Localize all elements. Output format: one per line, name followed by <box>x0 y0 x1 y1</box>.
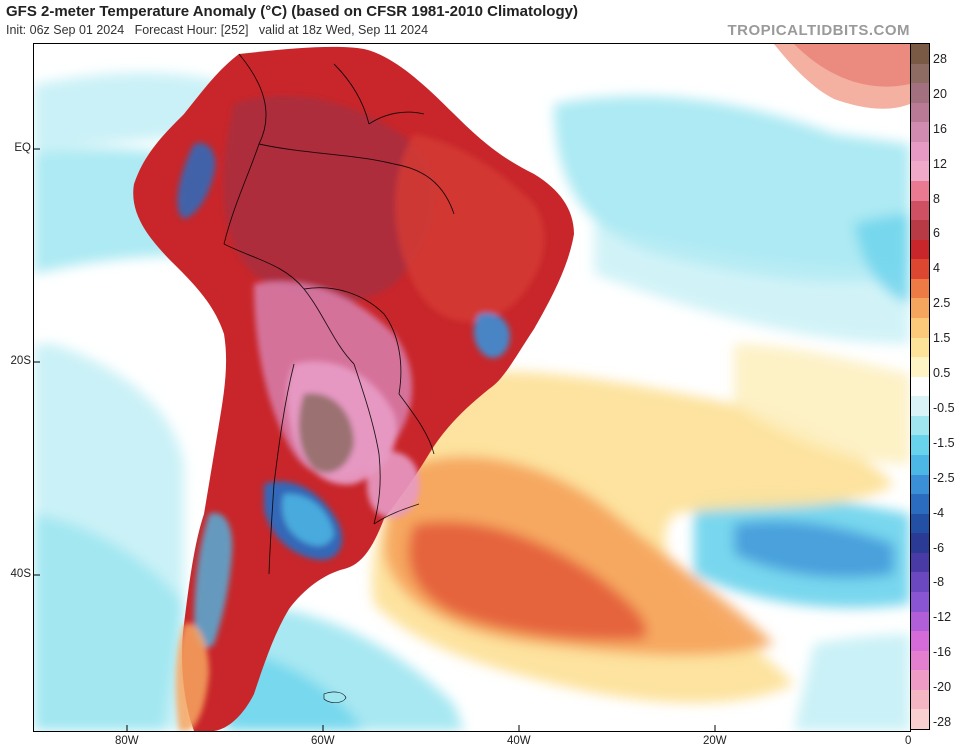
falkland-islands <box>323 691 347 703</box>
colorbar-label: -6 <box>933 540 945 555</box>
colorbar-segment <box>911 494 929 515</box>
colorbar-segment <box>911 337 929 358</box>
colorbar-segment <box>911 220 929 241</box>
colorbar-label: 8 <box>933 191 940 206</box>
colorbar-segment <box>911 259 929 280</box>
colorbar-segment <box>911 513 929 534</box>
colorbar-label: -2.5 <box>933 470 955 485</box>
south-america-landmass <box>133 46 574 731</box>
colorbar-label: -1.5 <box>933 435 955 450</box>
colorbar-segment <box>911 83 929 104</box>
colorbar-segment <box>911 396 929 417</box>
ocean-anomaly-field <box>34 72 910 731</box>
colorbar-segment <box>911 181 929 202</box>
colorbar-label: 4 <box>933 261 940 276</box>
colorbar-segment <box>911 44 929 65</box>
map-title: GFS 2-meter Temperature Anomaly (°C) (ba… <box>6 3 578 20</box>
lat-label-eq: EQ <box>14 142 31 154</box>
colorbar-label: 6 <box>933 226 940 241</box>
colorbar-segment <box>911 122 929 143</box>
colorbar-segment <box>911 376 929 397</box>
lon-label-60w: 60W <box>311 735 335 747</box>
colorbar-segment <box>911 650 929 671</box>
colorbar-segment <box>911 572 929 593</box>
colorbar-label: -20 <box>933 680 952 695</box>
lon-label-0: 0 <box>905 735 912 747</box>
colorbar-label: -0.5 <box>933 400 955 415</box>
colorbar-segment <box>911 63 929 84</box>
lat-label-40s: 40S <box>10 568 31 580</box>
colorbar-label: -16 <box>933 645 952 660</box>
colorbar-segment <box>911 552 929 573</box>
colorbar-segment <box>911 670 929 691</box>
colorbar-label: 16 <box>933 121 947 136</box>
brand-watermark[interactable]: TROPICALTIDBITS.COM <box>727 22 910 39</box>
lon-label-40w: 40W <box>507 735 531 747</box>
colorbar-label: 1.5 <box>933 331 951 346</box>
colorbar <box>910 43 930 730</box>
lon-label-20w: 20W <box>703 735 727 747</box>
colorbar-segment <box>911 161 929 182</box>
colorbar-segment <box>911 141 929 162</box>
lon-label-80w: 80W <box>115 735 139 747</box>
colorbar-label: -4 <box>933 505 945 520</box>
anomaly-map-canvas <box>34 44 910 731</box>
colorbar-label: -28 <box>933 715 952 729</box>
lat-label-20s: 20S <box>10 355 31 367</box>
colorbar-segment <box>911 357 929 378</box>
graticule-ticks <box>34 148 716 731</box>
colorbar-segment <box>911 415 929 436</box>
colorbar-segment <box>911 533 929 554</box>
map-subtitle: Init: 06z Sep 01 2024 Forecast Hour: [25… <box>6 23 429 37</box>
colorbar-label: -12 <box>933 610 952 625</box>
colorbar-segment <box>911 592 929 613</box>
colorbar-segment <box>911 689 929 710</box>
colorbar-segment <box>911 474 929 495</box>
colorbar-label: -8 <box>933 575 945 590</box>
colorbar-segment <box>911 239 929 260</box>
colorbar-label: 28 <box>933 52 947 66</box>
colorbar-segment <box>911 102 929 123</box>
colorbar-segment <box>911 631 929 652</box>
colorbar-segment <box>911 200 929 221</box>
colorbar-segment <box>911 435 929 456</box>
colorbar-label: 2.5 <box>933 296 951 311</box>
colorbar-segment <box>911 455 929 476</box>
colorbar-label: 0.5 <box>933 366 951 381</box>
colorbar-segment <box>911 611 929 632</box>
colorbar-segment <box>911 298 929 319</box>
colorbar-segment <box>911 709 929 730</box>
colorbar-label: 12 <box>933 156 947 171</box>
colorbar-segment <box>911 278 929 299</box>
colorbar-label: 20 <box>933 86 947 101</box>
anomaly-map <box>33 43 911 732</box>
colorbar-segment <box>911 318 929 339</box>
